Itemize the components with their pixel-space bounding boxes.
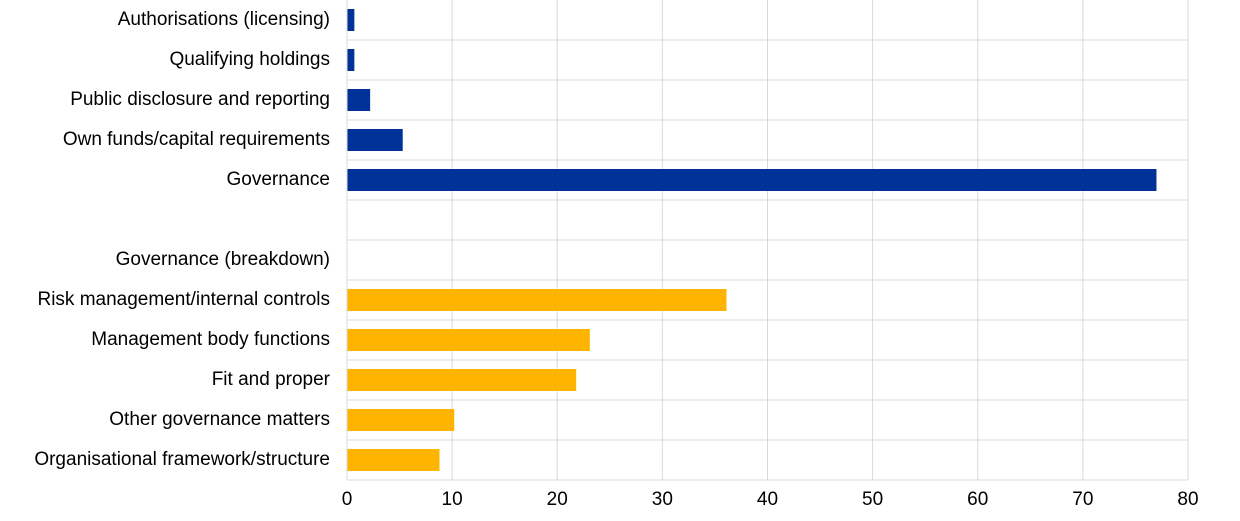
y-tick-label: Public disclosure and reporting (70, 89, 330, 110)
x-tick-label: 60 (967, 489, 988, 510)
bar (347, 369, 577, 391)
x-tick-label: 0 (342, 489, 353, 510)
y-tick-label: Authorisations (licensing) (118, 9, 330, 30)
y-tick-label: Own funds/capital requirements (63, 129, 330, 150)
x-tick-label: 20 (547, 489, 568, 510)
bar (347, 409, 455, 431)
y-tick-label: Governance (breakdown) (116, 249, 330, 270)
y-tick-label: Qualifying holdings (169, 49, 330, 70)
bar (347, 9, 355, 31)
y-tick-label: Management body functions (91, 329, 330, 350)
bar (347, 49, 355, 71)
x-tick-label: 40 (757, 489, 778, 510)
x-tick-label: 10 (442, 489, 463, 510)
x-tick-label: 70 (1072, 489, 1093, 510)
bar (347, 129, 403, 151)
x-tick-label: 50 (862, 489, 883, 510)
x-tick-label: 30 (652, 489, 673, 510)
bar (347, 289, 727, 311)
y-tick-label: Risk management/internal controls (37, 289, 330, 310)
bar (347, 329, 590, 351)
y-tick-label: Fit and proper (212, 369, 331, 390)
y-tick-label: Governance (226, 169, 330, 190)
bar (347, 169, 1157, 191)
y-tick-label: Other governance matters (109, 409, 330, 430)
y-tick-label: Organisational framework/structure (34, 449, 330, 470)
x-tick-label: 80 (1177, 489, 1198, 510)
bar (347, 89, 371, 111)
bar (347, 449, 440, 471)
